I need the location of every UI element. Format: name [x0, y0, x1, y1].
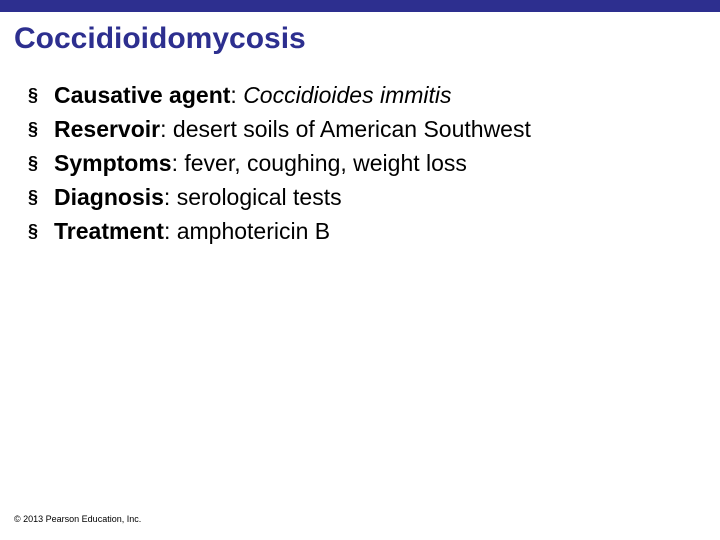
bullet-label: Diagnosis: [54, 184, 164, 210]
bullet-text: Causative agent: Coccidioides immitis: [54, 80, 452, 110]
bullet-value-italic: Coccidioides immitis: [243, 82, 451, 108]
bullet-glyph: §: [28, 80, 54, 110]
top-bar: [0, 0, 720, 12]
bullet-label: Causative agent: [54, 82, 230, 108]
bullet-value: desert soils of American Southwest: [173, 116, 531, 142]
bullet-text: Treatment: amphotericin B: [54, 216, 330, 246]
bullet-separator: :: [164, 218, 177, 244]
bullet-separator: :: [160, 116, 173, 142]
bullet-item: §Symptoms: fever, coughing, weight loss: [28, 148, 720, 178]
bullet-text: Symptoms: fever, coughing, weight loss: [54, 148, 467, 178]
slide: Coccidioidomycosis §Causative agent: Coc…: [0, 0, 720, 540]
bullet-label: Symptoms: [54, 150, 172, 176]
bullet-glyph: §: [28, 216, 54, 246]
bullet-value: serological tests: [177, 184, 342, 210]
copyright-footer: © 2013 Pearson Education, Inc.: [14, 514, 141, 524]
bullet-label: Reservoir: [54, 116, 160, 142]
bullet-separator: :: [230, 82, 243, 108]
bullet-item: §Reservoir: desert soils of American Sou…: [28, 114, 720, 144]
bullet-list: §Causative agent: Coccidioides immitis§R…: [0, 74, 720, 246]
slide-title: Coccidioidomycosis: [0, 12, 720, 74]
bullet-item: §Diagnosis: serological tests: [28, 182, 720, 212]
bullet-text: Diagnosis: serological tests: [54, 182, 342, 212]
bullet-value: fever, coughing, weight loss: [184, 150, 467, 176]
bullet-text: Reservoir: desert soils of American Sout…: [54, 114, 531, 144]
bullet-separator: :: [164, 184, 177, 210]
bullet-value: amphotericin B: [177, 218, 330, 244]
bullet-separator: :: [172, 150, 185, 176]
bullet-item: §Treatment: amphotericin B: [28, 216, 720, 246]
bullet-item: §Causative agent: Coccidioides immitis: [28, 80, 720, 110]
bullet-glyph: §: [28, 182, 54, 212]
bullet-glyph: §: [28, 114, 54, 144]
bullet-glyph: §: [28, 148, 54, 178]
bullet-label: Treatment: [54, 218, 164, 244]
